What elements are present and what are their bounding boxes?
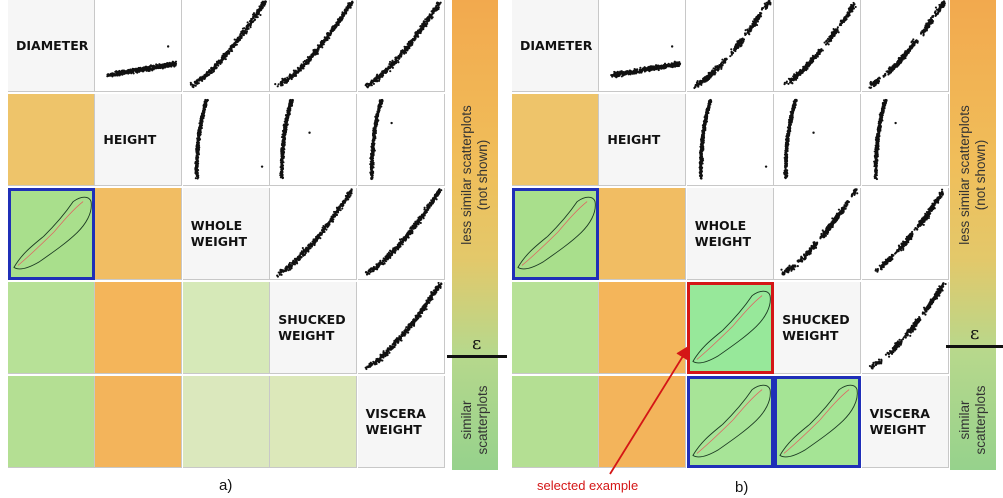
b-scatter-whole-weight-vs-viscera-weight [861,188,949,280]
a-similarity-cell-viscera-weight-vs-whole-weight [182,376,270,468]
b-label-shucked-weight: SHUCKED WEIGHT [774,282,862,374]
a-scatter-height-vs-shucked-weight [270,94,358,186]
b-label-diameter: DIAMETER [512,0,599,92]
b-similarity-cell-whole-weight-vs-height [599,188,687,280]
similarity-legend-bar-b [950,0,996,470]
a-label-line: WEIGHT [190,233,248,249]
a-scatter-whole-weight-vs-viscera-weight [357,188,445,280]
a-scatter-shucked-weight-vs-viscera-weight [357,282,445,374]
a-scatter-height-vs-viscera-weight [357,94,445,186]
b-label-line: WHOLE [694,217,747,233]
a-label-shucked-weight: SHUCKED WEIGHT [270,282,358,374]
a-label-whole-weight: WHOLE WEIGHT [182,188,270,280]
a-label-viscera-weight: VISCERA WEIGHT [357,376,445,468]
b-similarity-cell-height-vs-diameter [512,94,599,186]
b-label-height: HEIGHT [599,94,687,186]
scatterplot-matrix-b: DIAMETER HEIGHT WHOLE WEIGHT SHUCKED WEIGHT… [512,0,949,470]
a-similarity-cell-shucked-weight-vs-whole-weight [182,282,270,374]
a-scatter-diameter-vs-shucked-weight [270,0,358,92]
b-label-line: WEIGHT [782,327,839,343]
a-label-height: HEIGHT [95,94,183,186]
a-scatter-diameter-vs-viscera-weight [357,0,445,92]
b-similarity-cell-viscera-weight-vs-height [599,376,687,468]
b-label-viscera-weight: VISCERA WEIGHT [861,376,949,468]
a-similarity-cell-whole-weight-vs-height [95,188,183,280]
a-label-line: HEIGHT [103,131,157,147]
selected-example-label: selected example [537,478,639,493]
a-similarity-cell-shucked-weight-vs-diameter [8,282,95,374]
a-similarity-cell-viscera-weight-vs-diameter [8,376,95,468]
b-scatter-diameter-vs-height [599,0,687,92]
epsilon-label-b: ε [970,323,980,344]
epsilon-threshold-a [447,355,507,358]
b-scatter-height-vs-whole-weight [686,94,774,186]
legend-less-similar-b: less similar scatterplots (not shown) [957,105,988,245]
legend-similar-b: similar scatterplots [957,385,988,455]
b-similarity-cell-shucked-weight-vs-diameter [512,282,599,374]
a-similarity-cell-whole-weight-vs-diameter[interactable] [8,188,95,280]
b-label-line: WEIGHT [694,233,752,249]
a-label-line: WHOLE [190,217,243,233]
a-label-line: VISCERA [365,405,426,421]
a-similarity-cell-viscera-weight-vs-height [95,376,183,468]
b-similarity-cell-whole-weight-vs-diameter[interactable] [512,188,599,280]
legend-less-similar-a: less similar scatterplots (not shown) [459,105,490,245]
epsilon-threshold-b [946,345,1003,348]
b-similarity-cell-viscera-weight-vs-whole-weight[interactable] [686,376,774,468]
b-scatter-height-vs-viscera-weight [861,94,949,186]
a-label-diameter: DIAMETER [8,0,95,92]
b-similarity-cell-viscera-weight-vs-shucked-weight[interactable] [774,376,862,468]
b-similarity-cell-shucked-weight-vs-height [599,282,687,374]
b-label-line: HEIGHT [607,131,661,147]
b-label-line: WEIGHT [869,421,926,437]
b-scatter-diameter-vs-viscera-weight [861,0,949,92]
a-scatter-height-vs-whole-weight [182,94,270,186]
legend-similar-a: similar scatterplots [459,385,490,455]
panel-label-b: b) [735,479,749,496]
b-scatter-diameter-vs-shucked-weight [774,0,862,92]
epsilon-label-a: ε [472,333,482,354]
panel-label-a: a) [219,477,233,494]
b-label-whole-weight: WHOLE WEIGHT [686,188,774,280]
b-scatter-height-vs-shucked-weight [774,94,862,186]
a-label-line: WEIGHT [365,421,422,437]
a-similarity-cell-viscera-weight-vs-shucked-weight [270,376,358,468]
a-scatter-diameter-vs-height [95,0,183,92]
b-scatter-whole-weight-vs-shucked-weight [774,188,862,280]
a-similarity-cell-height-vs-diameter [8,94,95,186]
similarity-legend-bar-a [452,0,498,470]
b-label-line: DIAMETER [520,37,593,53]
a-scatter-diameter-vs-whole-weight [182,0,270,92]
a-label-line: WEIGHT [278,327,335,343]
a-label-line: SHUCKED [278,311,346,327]
a-similarity-cell-shucked-weight-vs-height [95,282,183,374]
b-similarity-cell-shucked-weight-vs-whole-weight[interactable] [686,282,774,374]
b-similarity-cell-viscera-weight-vs-diameter [512,376,599,468]
a-scatter-whole-weight-vs-shucked-weight [270,188,358,280]
b-scatter-shucked-weight-vs-viscera-weight [861,282,949,374]
b-label-line: SHUCKED [782,311,850,327]
b-scatter-diameter-vs-whole-weight [686,0,774,92]
scatterplot-matrix-a: DIAMETER HEIGHT WHOLE WEIGHT SHUCKED WEIGHT V… [8,0,445,470]
b-label-line: VISCERA [869,405,930,421]
a-label-line: DIAMETER [16,37,89,53]
